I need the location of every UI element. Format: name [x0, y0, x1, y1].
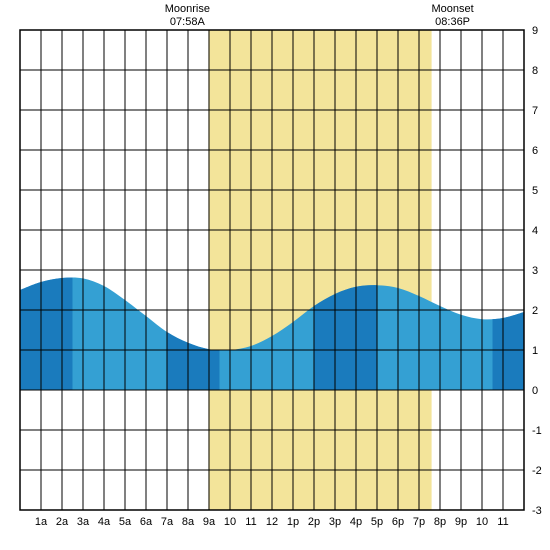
x-tick-label: 3p: [329, 516, 341, 528]
x-tick-label: 6a: [140, 516, 153, 528]
x-tick-label: 8a: [182, 516, 195, 528]
x-tick-label: 10: [224, 516, 236, 528]
y-tick-label: 3: [532, 265, 538, 277]
moonrise-time: 07:58A: [170, 16, 206, 28]
moonrise-label: Moonrise: [165, 3, 210, 15]
x-tick-label: 9p: [455, 516, 467, 528]
y-tick-label: 1: [532, 345, 538, 357]
y-tick-label: 6: [532, 145, 538, 157]
x-tick-label: 6p: [392, 516, 404, 528]
x-tick-label: 3a: [77, 516, 90, 528]
y-tick-label: 8: [532, 65, 538, 77]
x-tick-label: 4a: [98, 516, 111, 528]
moonset-time: 08:36P: [435, 16, 470, 28]
y-tick-label: 4: [532, 225, 538, 237]
y-tick-label: -3: [532, 505, 542, 517]
x-tick-label: 9a: [203, 516, 216, 528]
x-tick-label: 8p: [434, 516, 446, 528]
y-tick-label: -1: [532, 425, 542, 437]
y-tick-label: 5: [532, 185, 538, 197]
y-tick-label: 2: [532, 305, 538, 317]
x-tick-label: 7p: [413, 516, 425, 528]
x-tick-label: 11: [245, 516, 256, 528]
y-tick-label: 7: [532, 105, 538, 117]
x-tick-label: 2p: [308, 516, 320, 528]
x-tick-label: 5a: [119, 516, 132, 528]
x-tick-label: 1a: [35, 516, 48, 528]
x-tick-label: 2a: [56, 516, 69, 528]
y-tick-label: 9: [532, 25, 538, 37]
y-tick-label: 0: [532, 385, 538, 397]
x-tick-label: 12: [266, 516, 278, 528]
x-tick-label: 4p: [350, 516, 362, 528]
x-tick-label: 5p: [371, 516, 383, 528]
x-tick-label: 1p: [287, 516, 299, 528]
moonset-label: Moonset: [431, 3, 473, 15]
tide-chart: -3-2-101234567891a2a3a4a5a6a7a8a9a101112…: [0, 0, 550, 550]
chart-svg: -3-2-101234567891a2a3a4a5a6a7a8a9a101112…: [0, 0, 550, 550]
x-tick-label: 10: [476, 516, 488, 528]
x-tick-label: 11: [497, 516, 508, 528]
y-tick-label: -2: [532, 465, 542, 477]
x-tick-label: 7a: [161, 516, 174, 528]
